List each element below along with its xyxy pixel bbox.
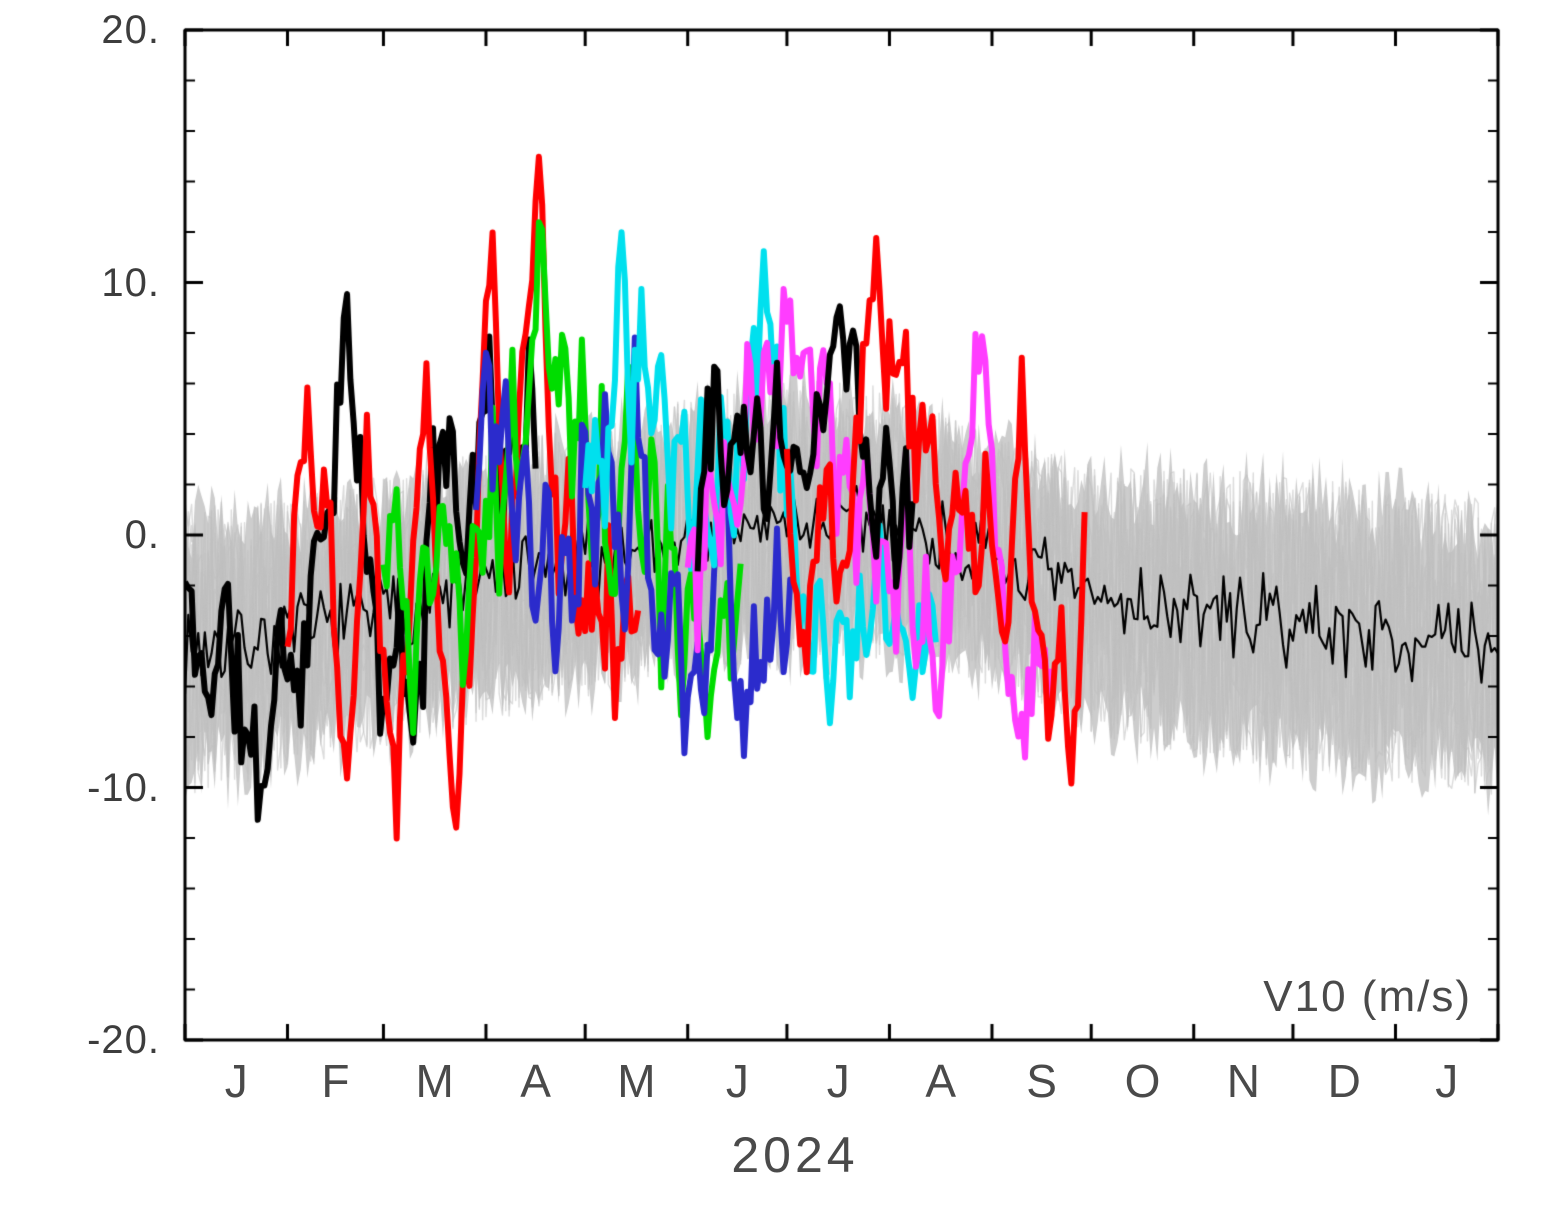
x-axis-month-label: F (321, 1055, 350, 1107)
x-axis-month-label: J (1435, 1055, 1459, 1107)
x-axis-month-label: J (826, 1055, 850, 1107)
x-axis-month-label: N (1226, 1055, 1260, 1107)
x-axis-month-label: O (1124, 1055, 1161, 1107)
x-axis-month-label: M (617, 1055, 656, 1107)
x-axis-month-label: D (1327, 1055, 1361, 1107)
x-axis-month-label: A (520, 1055, 551, 1107)
variable-annotation: V10 (m/s) (1263, 972, 1472, 1021)
x-axis-month-label: J (224, 1055, 248, 1107)
x-axis-month-label: A (925, 1055, 957, 1107)
x-axis-title: 2024 (731, 1127, 859, 1183)
y-axis-tick-label: -20. (87, 1018, 160, 1062)
x-axis-month-label: M (415, 1055, 454, 1107)
y-axis-tick-label: 10. (101, 260, 160, 305)
y-axis-tick-label: 20. (101, 8, 160, 52)
y-axis-tick-label: -10. (87, 765, 160, 810)
x-axis-month-label: J (725, 1055, 749, 1107)
y-axis-tick-label: 0. (124, 513, 160, 557)
x-axis-month-label: S (1026, 1055, 1057, 1107)
